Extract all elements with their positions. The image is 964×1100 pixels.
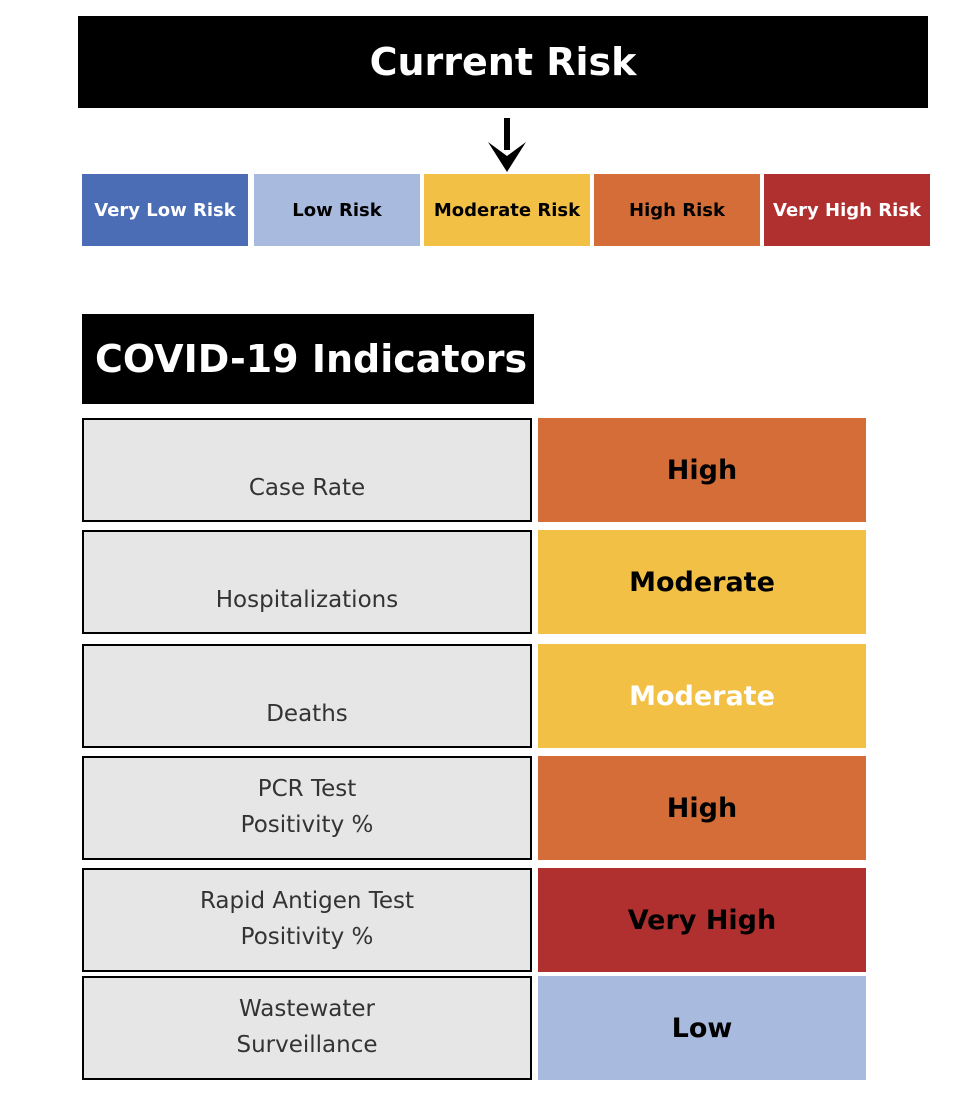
indicator-name-line: Positivity % — [240, 812, 374, 838]
indicator-level-cell: Very High — [538, 868, 866, 972]
indicator-name-line: Wastewater — [238, 996, 376, 1022]
indicator-name-line: Deaths — [266, 701, 348, 727]
indicator-level-cell: Moderate — [538, 644, 866, 748]
risk-scale-level: Very Low Risk — [82, 174, 248, 246]
risk-scale-level-label: Moderate Risk — [433, 199, 581, 221]
current-risk-arrow-icon — [488, 118, 526, 172]
indicator-level-label: High — [666, 792, 738, 824]
indicator-level-cell: High — [538, 756, 866, 860]
risk-scale-level: Low Risk — [254, 174, 420, 246]
indicator-name-line: Positivity % — [240, 924, 374, 950]
indicator-level-label: High — [666, 454, 738, 486]
indicator-name-line: Case Rate — [248, 475, 366, 501]
risk-scale-level: Very High Risk — [764, 174, 930, 246]
indicator-name-line: Surveillance — [236, 1032, 378, 1058]
indicator-level-label: Moderate — [629, 680, 775, 712]
indicator-level-cell: Moderate — [538, 530, 866, 634]
indicator-name-cell: Case Rate — [82, 418, 532, 522]
current-risk-header: Current Risk — [78, 16, 928, 108]
indicator-name-cell: Hospitalizations — [82, 530, 532, 634]
indicator-level-label: Very High — [627, 904, 777, 936]
indicator-name-cell: Deaths — [82, 644, 532, 748]
indicator-name-cell: PCR Test Positivity % — [82, 756, 532, 860]
indicator-name-line: PCR Test — [257, 776, 357, 802]
risk-scale-level-label: High Risk — [629, 199, 725, 221]
indicator-level-cell: Low — [538, 976, 866, 1080]
indicator-name-line: Hospitalizations — [215, 587, 399, 613]
risk-scale-level-label: Low Risk — [292, 199, 382, 221]
indicator-name-cell: Rapid Antigen Test Positivity % — [82, 868, 532, 972]
risk-scale-level: High Risk — [594, 174, 760, 246]
indicator-level-label: Low — [671, 1012, 733, 1044]
indicators-title-bar: COVID-19 Indicators — [82, 314, 534, 404]
risk-scale: Very Low Risk Low Risk Moderate Risk High R… — [82, 174, 930, 246]
risk-scale-level-label: Very Low Risk — [94, 199, 236, 221]
indicator-level-label: Moderate — [629, 566, 775, 598]
indicator-name-cell: Wastewater Surveillance — [82, 976, 532, 1080]
risk-scale-level: Moderate Risk — [424, 174, 590, 246]
risk-scale-level-label: Very High Risk — [773, 199, 921, 221]
current-risk-title: Current Risk — [369, 40, 637, 84]
indicators-title: COVID-19 Indicators — [95, 337, 528, 381]
indicator-name-line: Rapid Antigen Test — [199, 888, 415, 914]
indicator-level-cell: High — [538, 418, 866, 522]
